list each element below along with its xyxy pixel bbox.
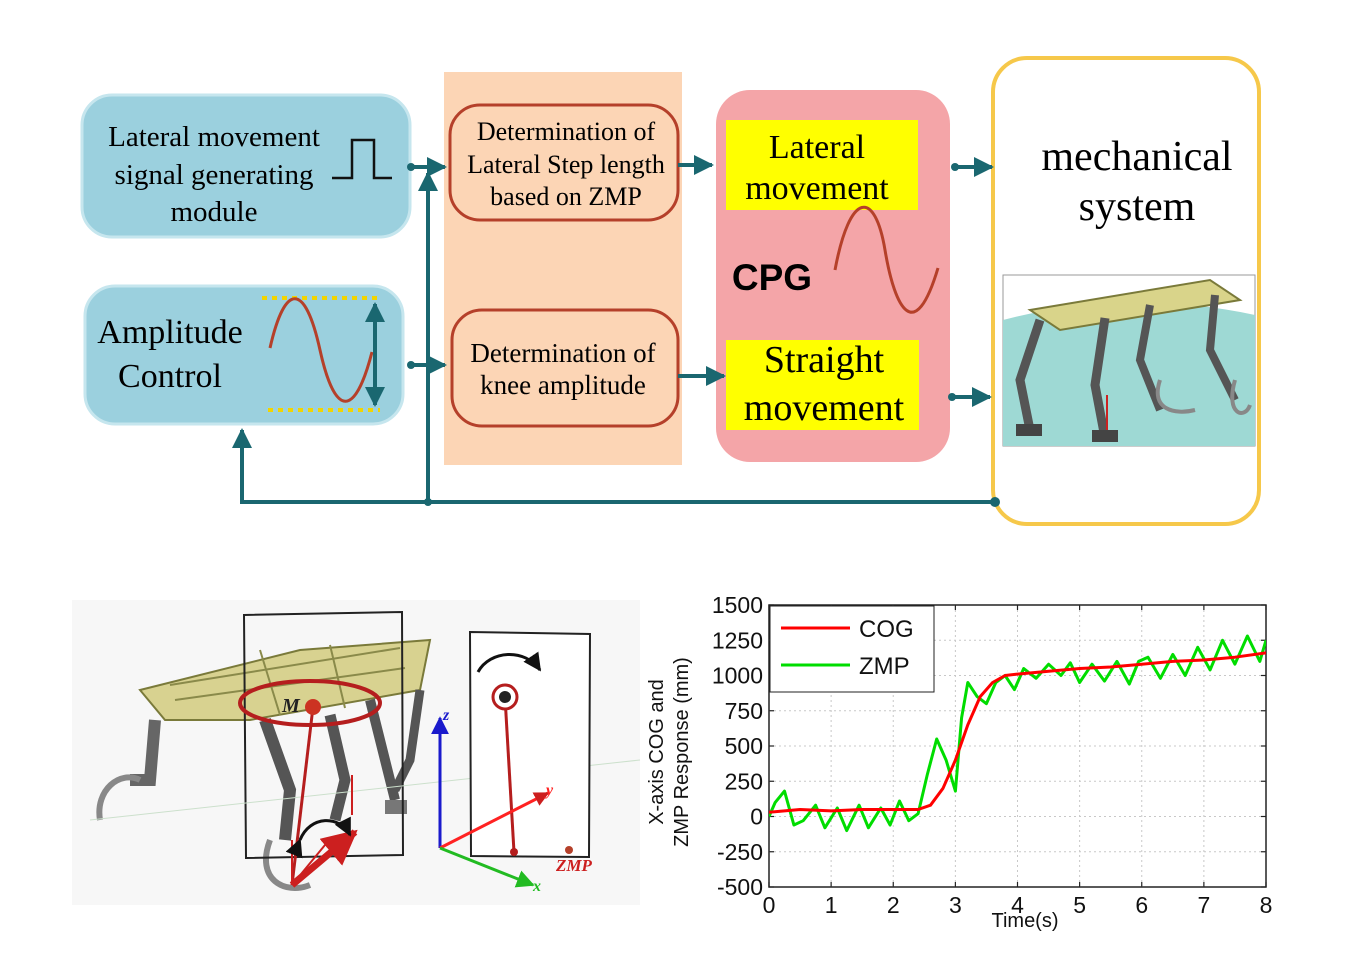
chart-xlabel: Time(s) bbox=[991, 910, 1058, 932]
legend-cog: COG bbox=[859, 616, 914, 643]
x-tick-label: 2 bbox=[887, 892, 900, 918]
robot-simulation-image bbox=[1002, 274, 1256, 447]
knee-amplitude-line2: knee amplitude bbox=[480, 370, 646, 400]
series-line-zmp bbox=[769, 634, 1266, 833]
lateral-step-line1: Determination of bbox=[477, 117, 656, 146]
y-tick-label: 1000 bbox=[712, 663, 763, 689]
square-pulse-icon bbox=[332, 138, 392, 180]
chart-ticks: 0 1 2 3 4 5 6 7 8 1500 1250 1000 750 500 250 0 -250 -500 bbox=[712, 592, 1273, 918]
cpg-block: Lateral movement CPG Straight movement bbox=[716, 90, 950, 462]
mass-label-m: M bbox=[281, 695, 301, 717]
lateral-signal-module: Lateral movement signal generating modul… bbox=[80, 93, 412, 239]
lateral-step-line2: Lateral Step length bbox=[467, 150, 665, 179]
x-axis-label: x bbox=[532, 878, 541, 895]
knee-amplitude-box: Determination of knee amplitude bbox=[450, 308, 680, 428]
cpg-lateral-line1: Lateral bbox=[769, 129, 865, 166]
x-tick-label: 7 bbox=[1197, 892, 1210, 918]
legend-zmp: ZMP bbox=[859, 653, 910, 680]
x-tick-label: 0 bbox=[763, 892, 776, 918]
x-axis bbox=[439, 846, 535, 888]
amplitude-control-module: Amplitude Control bbox=[83, 284, 405, 426]
lateral-module-line3: module bbox=[171, 196, 258, 228]
y-axis-label: y bbox=[544, 782, 554, 799]
x-tick-label: 4 bbox=[1011, 892, 1024, 918]
y-tick-label: 250 bbox=[725, 768, 763, 794]
lateral-module-line2: signal generating bbox=[115, 159, 314, 191]
connectors bbox=[232, 155, 995, 504]
chart-ylabel-line2: ZMP Response (mm) bbox=[671, 657, 693, 847]
y-tick-label: 500 bbox=[725, 733, 763, 759]
mechanical-system-block: mechanical system bbox=[991, 56, 1261, 526]
y-axis bbox=[439, 791, 550, 850]
mechanical-line1: mechanical bbox=[1041, 134, 1232, 180]
x-tick-label: 3 bbox=[949, 892, 962, 918]
cpg-sine-icon bbox=[833, 205, 940, 314]
lateral-module-line1: Lateral movement bbox=[108, 121, 320, 153]
chart-legend: COG ZMP bbox=[769, 605, 935, 693]
zmp-label: ZMP bbox=[555, 856, 593, 875]
chart-ylabel-line1: X-axis COG and bbox=[646, 679, 668, 825]
chart-series bbox=[769, 634, 1266, 833]
mechanical-line2: system bbox=[1079, 184, 1196, 230]
knee-amplitude-line1: Determination of bbox=[470, 338, 655, 368]
x-tick-label: 6 bbox=[1135, 892, 1148, 918]
sine-wave-icon bbox=[268, 297, 374, 403]
x-tick-label: 5 bbox=[1073, 892, 1086, 918]
cog-zmp-chart: 0 1 2 3 4 5 6 7 81500125010007505002500-250-500 … bbox=[646, 592, 1272, 932]
y-tick-label: -250 bbox=[717, 839, 763, 865]
y-tick-label: 0 bbox=[750, 804, 763, 830]
amplitude-line1: Amplitude bbox=[97, 314, 242, 351]
y-tick-label: 1500 bbox=[712, 592, 763, 618]
pendulum-rotation-icon bbox=[476, 651, 542, 673]
cpg-straight-line1: Straight bbox=[764, 339, 885, 381]
lateral-step-line3: based on ZMP bbox=[490, 182, 642, 211]
cpg-lateral-line2: movement bbox=[745, 170, 889, 207]
amplitude-line2: Control bbox=[118, 358, 222, 395]
rotation-arrow-icon bbox=[285, 816, 352, 859]
y-tick-label: -500 bbox=[717, 874, 763, 900]
block-diagram: Lateral movement signal generating modul… bbox=[80, 56, 1261, 526]
x-tick-label: 1 bbox=[825, 892, 838, 918]
cpg-straight-line2: movement bbox=[744, 387, 905, 429]
connector-dots bbox=[407, 163, 1000, 507]
z-axis-label: z bbox=[442, 707, 450, 724]
cpg-label: CPG bbox=[732, 257, 812, 298]
x-tick-label: 8 bbox=[1260, 892, 1273, 918]
robot-model-figure: M z y x ZMP bbox=[72, 600, 641, 905]
lateral-step-box: Determination of Lateral Step length bas… bbox=[448, 103, 680, 222]
y-tick-label: 1250 bbox=[712, 627, 763, 653]
series-line-cog bbox=[769, 651, 1266, 814]
y-tick-label: 750 bbox=[725, 698, 763, 724]
